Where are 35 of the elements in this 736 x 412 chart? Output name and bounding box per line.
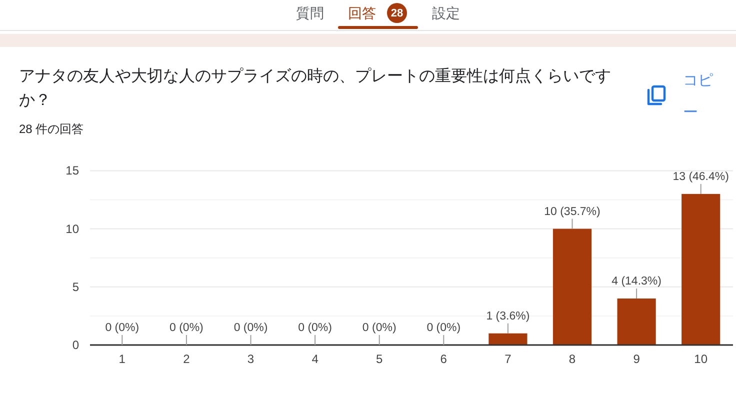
x-tick-label: 5 xyxy=(376,352,384,366)
y-tick-label: 5 xyxy=(72,280,80,294)
data-label: 10 (35.7%) xyxy=(544,206,601,218)
data-label: 0 (0%) xyxy=(298,322,332,334)
bar xyxy=(552,228,592,345)
data-label: 0 (0%) xyxy=(234,322,268,334)
x-tick-label: 9 xyxy=(633,352,640,366)
x-tick-label: 1 xyxy=(118,352,126,366)
data-label: 13 (46.4%) xyxy=(672,170,730,183)
data-label: 0 (0%) xyxy=(170,322,204,334)
chart-subtitle: 28 件の回答 xyxy=(19,121,84,137)
text: 設定 xyxy=(432,5,460,21)
chart-title: アナタの友人や大切な人のサプライズの時の、プレートの重要性は何点くらいですか？ xyxy=(19,66,612,111)
y-tick-label: 0 xyxy=(72,338,80,352)
x-tick-label: 6 xyxy=(440,352,448,366)
data-label: 1 (3.6%) xyxy=(486,310,530,322)
y-tick-label: 15 xyxy=(66,164,80,178)
bar xyxy=(617,298,656,345)
x-tick-label: 2 xyxy=(183,352,190,366)
y-tick-label: 10 xyxy=(66,222,80,236)
x-tick-label: 4 xyxy=(312,352,319,366)
data-label: 0 (0%) xyxy=(362,322,396,334)
x-tick-label: 10 xyxy=(694,352,708,366)
x-tick-label: 3 xyxy=(247,352,254,366)
text: 回答 xyxy=(348,5,376,21)
x-tick-label: 8 xyxy=(568,352,576,366)
data-label: 4 (14.3%) xyxy=(612,276,662,288)
data-label: 0 (0%) xyxy=(105,322,140,334)
x-tick-label: 7 xyxy=(504,352,512,366)
bar xyxy=(488,333,528,345)
data-label: 0 (0%) xyxy=(426,322,461,334)
text: 質問 xyxy=(296,5,324,21)
text: コピー xyxy=(683,71,713,123)
text: 28 xyxy=(390,8,404,20)
bar xyxy=(682,194,720,345)
